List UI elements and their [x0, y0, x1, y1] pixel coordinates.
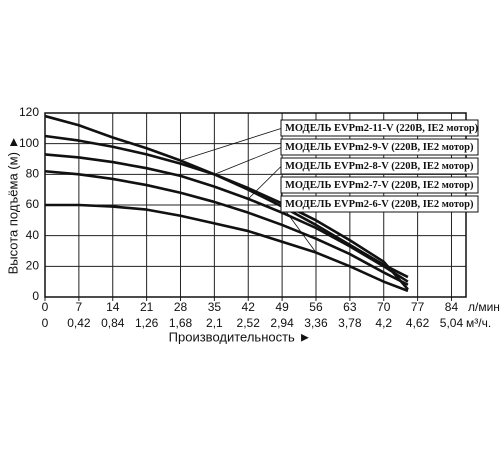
y-tick-label: 80	[26, 167, 40, 181]
y-tick-label: 60	[26, 197, 40, 211]
legend-label: МОДЕЛЬ EVPm2-6-V (220В, IE2 мотор)	[285, 199, 474, 210]
x-tick-label: 7	[76, 300, 83, 314]
x2-unit: м³/ч.	[466, 316, 491, 330]
x2-tick-label: 2,52	[237, 316, 261, 330]
y-tick-label: 40	[26, 228, 40, 242]
legend-box	[280, 176, 479, 194]
x-tick-label: 0	[42, 300, 49, 314]
x-tick-label: 21	[140, 300, 154, 314]
legend-box	[280, 119, 479, 137]
curve	[44, 169, 409, 286]
x2-tick-label: 5,04	[440, 316, 464, 330]
x-tick-label: 49	[275, 300, 289, 314]
y-tick-label: 100	[19, 136, 39, 150]
x-unit: л/мин.	[468, 300, 500, 314]
x2-tick-label: 0,42	[67, 316, 91, 330]
legend-label: МОДЕЛЬ EVPm2-7-V (220В, IE2 мотор)	[285, 180, 474, 191]
x-tick-label: 42	[242, 300, 256, 314]
legend-box	[280, 195, 479, 213]
x2-tick-label: 4,62	[406, 316, 430, 330]
curve	[45, 203, 409, 293]
x2-tick-label: 2,1	[206, 316, 223, 330]
y-tick-label: 120	[19, 105, 39, 119]
x2-tick-label: 2,94	[270, 316, 294, 330]
leader-line	[214, 147, 282, 175]
y-tick-label: 20	[26, 259, 40, 273]
legend-label: МОДЕЛЬ EVPm2-9-V (220В, IE2 мотор)	[285, 142, 474, 153]
x-tick-label: 14	[106, 300, 120, 314]
leader-line	[280, 204, 317, 253]
leader-line	[180, 128, 282, 161]
x-axis-label: Производительность ►	[169, 329, 312, 344]
x2-tick-label: 3,78	[338, 316, 362, 330]
x2-tick-label: 1,26	[135, 316, 159, 330]
curve	[44, 153, 409, 283]
x-tick-label: 70	[377, 300, 391, 314]
curve	[44, 134, 409, 291]
x2-tick-label: 0	[42, 316, 49, 330]
legend-box	[280, 157, 479, 175]
x-tick-label: 77	[411, 300, 425, 314]
x2-tick-label: 0,84	[101, 316, 125, 330]
x-tick-label: 84	[445, 300, 459, 314]
x-tick-label: 56	[309, 300, 323, 314]
y-tick-label: 0	[32, 289, 39, 303]
y-axis-label: Высота подъёма (м) ►	[5, 136, 20, 275]
legend-label: МОДЕЛЬ EVPm2-8-V (220В, IE2 мотор)	[285, 161, 474, 172]
x-tick-label: 35	[208, 300, 222, 314]
leader-line	[247, 166, 282, 200]
legend-box	[280, 138, 479, 156]
x2-tick-label: 4,2	[375, 316, 392, 330]
x2-tick-label: 1,68	[169, 316, 193, 330]
x2-tick-label: 3,36	[304, 316, 328, 330]
x-tick-label: 63	[343, 300, 357, 314]
x-tick-label: 28	[174, 300, 188, 314]
legend-label: МОДЕЛЬ EVPm2-11-V (220В, IE2 мотор)	[285, 123, 479, 134]
